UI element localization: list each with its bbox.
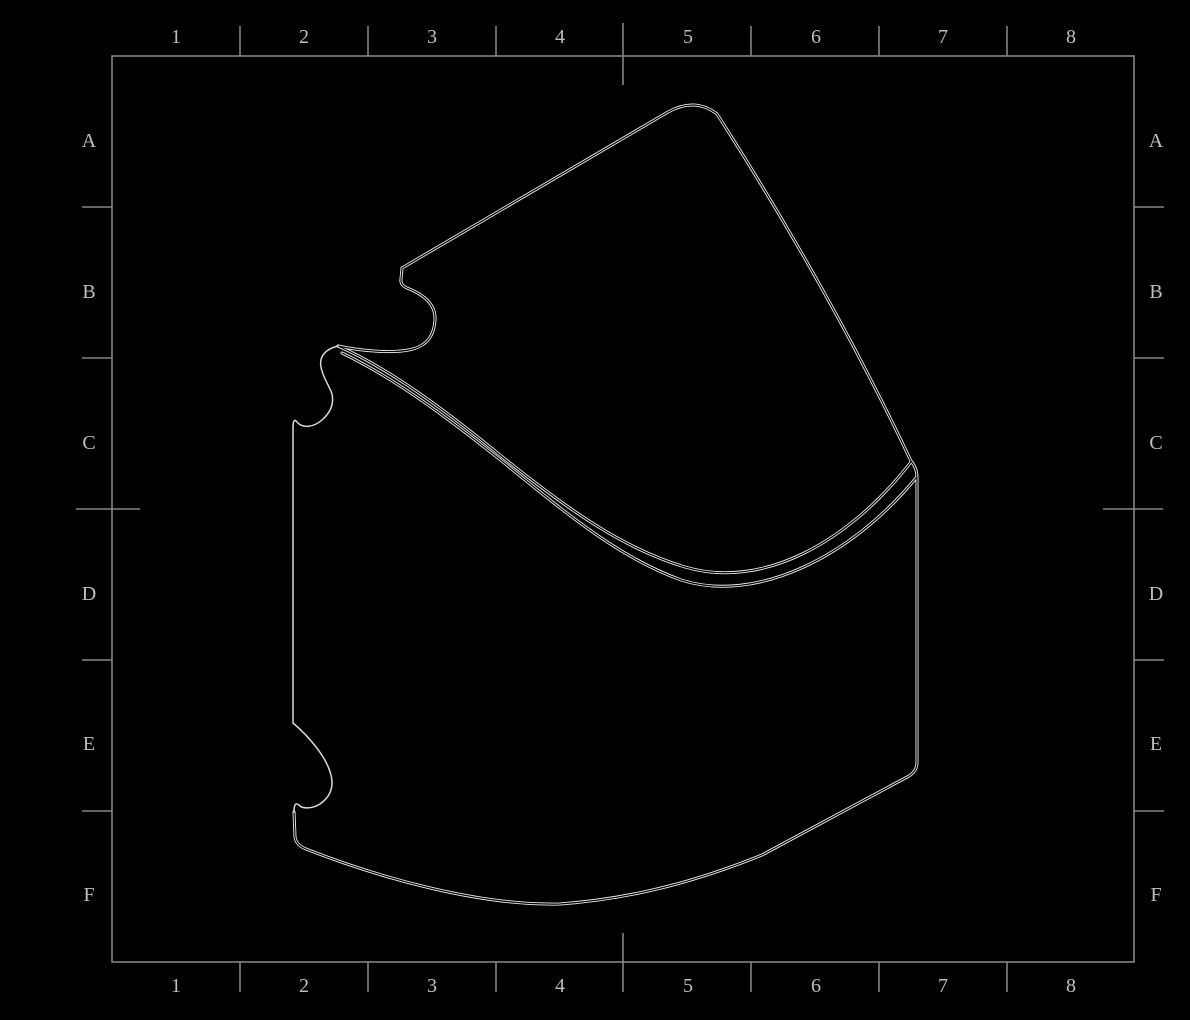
- frame-center-marks: [76, 23, 1163, 992]
- part-outline-core: [293, 104, 918, 905]
- part-outline-thin: [292, 345, 339, 813]
- part-lip-hook-edge-core: [337, 267, 436, 353]
- zone-label: D: [1149, 583, 1163, 605]
- zone-labels-left: A B C D E F: [82, 130, 97, 906]
- zone-label: B: [1149, 281, 1162, 303]
- frame-border: [111, 55, 1135, 963]
- zone-labels-right: A B C D E F: [1149, 130, 1164, 906]
- zone-label: 8: [1066, 975, 1076, 997]
- zone-label: D: [82, 583, 96, 605]
- part-top-face-edge: [400, 103, 913, 463]
- zone-label: F: [83, 884, 94, 906]
- zone-label: A: [1149, 130, 1164, 152]
- zone-label: 1: [171, 975, 181, 997]
- zone-label: 3: [427, 26, 437, 48]
- part-sweep-lower-edge-core: [341, 352, 917, 587]
- zone-label: 6: [811, 975, 821, 997]
- zone-label: E: [83, 733, 95, 755]
- zone-label: 4: [555, 26, 565, 48]
- frame-ticks-bottom: [239, 962, 1008, 992]
- zone-label: 3: [427, 975, 437, 997]
- zone-label: 5: [683, 975, 693, 997]
- zone-label: E: [1150, 733, 1162, 755]
- part-outline: [292, 103, 919, 906]
- zone-label: F: [1150, 884, 1161, 906]
- zone-labels-bottom: 1 2 3 4 5 6 7 8: [171, 975, 1076, 997]
- part-sweep-upper-edge: [336, 344, 913, 575]
- frame-ticks-right: [1134, 206, 1164, 812]
- part-lower-notch-edge: [292, 722, 333, 813]
- part-outline-halo: [292, 103, 919, 906]
- part-body-right-bottom-edge-core: [293, 460, 918, 905]
- zone-label: 8: [1066, 26, 1076, 48]
- part-lip-hook-edge: [336, 266, 437, 354]
- zone-label: 4: [555, 975, 565, 997]
- part-top-face-edge-core: [401, 104, 912, 462]
- zone-label: 7: [938, 26, 948, 48]
- frame-ticks-top: [239, 26, 1008, 56]
- zone-label: 7: [938, 975, 948, 997]
- frame-ticks-left: [82, 206, 112, 812]
- zone-label: A: [82, 130, 97, 152]
- drawing-frame: 1 2 3 4 5 6 7 8 1 2 3 4 5 6 7 8 A B C D …: [76, 23, 1164, 997]
- zone-label: 6: [811, 26, 821, 48]
- part-sweep-upper-edge-core: [337, 345, 912, 574]
- zone-label: C: [82, 432, 95, 454]
- zone-label: 2: [299, 26, 309, 48]
- zone-label: 5: [683, 26, 693, 48]
- zone-labels-top: 1 2 3 4 5 6 7 8: [171, 26, 1076, 48]
- part-body-right-bottom-edge: [292, 459, 919, 906]
- zone-label: 1: [171, 26, 181, 48]
- zone-label: C: [1149, 432, 1162, 454]
- zone-label: B: [82, 281, 95, 303]
- part-sweep-lower-edge: [340, 351, 918, 588]
- part-s-curve-edge: [292, 345, 339, 429]
- zone-label: 2: [299, 975, 309, 997]
